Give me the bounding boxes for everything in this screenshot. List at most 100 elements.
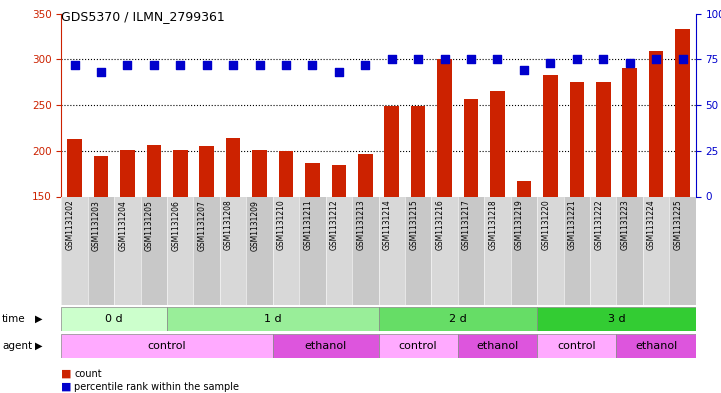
Bar: [114, 196, 141, 305]
Bar: [676, 29, 690, 196]
Bar: [247, 196, 273, 305]
Bar: [649, 51, 663, 196]
Bar: [405, 196, 431, 305]
Point: [174, 62, 186, 68]
Bar: [326, 196, 352, 305]
Bar: [94, 156, 108, 196]
Text: GSM1131203: GSM1131203: [92, 200, 101, 251]
Text: GSM1131204: GSM1131204: [118, 200, 128, 251]
Text: GSM1131212: GSM1131212: [330, 200, 339, 250]
Point: [677, 56, 689, 62]
Text: GSM1131211: GSM1131211: [304, 200, 312, 250]
Bar: [622, 68, 637, 196]
Point: [386, 56, 397, 62]
Bar: [485, 196, 510, 305]
Text: 3 d: 3 d: [608, 314, 625, 324]
Text: control: control: [399, 341, 438, 351]
Bar: [616, 334, 696, 358]
Bar: [273, 196, 299, 305]
Text: count: count: [74, 369, 102, 379]
Point: [650, 56, 662, 62]
Text: GSM1131221: GSM1131221: [568, 200, 577, 250]
Text: control: control: [148, 341, 186, 351]
Bar: [590, 196, 616, 305]
Bar: [167, 196, 193, 305]
Bar: [226, 138, 240, 196]
Text: percentile rank within the sample: percentile rank within the sample: [74, 382, 239, 392]
Text: GSM1131202: GSM1131202: [66, 200, 74, 250]
Bar: [61, 334, 273, 358]
Point: [624, 60, 635, 66]
Bar: [510, 196, 537, 305]
Bar: [279, 151, 293, 196]
Text: GSM1131215: GSM1131215: [410, 200, 418, 250]
Point: [122, 62, 133, 68]
Text: GDS5370 / ILMN_2799361: GDS5370 / ILMN_2799361: [61, 10, 225, 23]
Text: ■: ■: [61, 369, 72, 379]
Bar: [411, 106, 425, 196]
Text: GSM1131207: GSM1131207: [198, 200, 207, 251]
Text: GSM1131216: GSM1131216: [435, 200, 445, 250]
Bar: [352, 196, 379, 305]
Text: GSM1131223: GSM1131223: [621, 200, 629, 250]
Bar: [67, 139, 81, 196]
Bar: [564, 196, 590, 305]
Bar: [379, 196, 405, 305]
Bar: [379, 307, 537, 331]
Point: [333, 69, 345, 75]
Text: GSM1131222: GSM1131222: [594, 200, 603, 250]
Text: ethanol: ethanol: [304, 341, 347, 351]
Bar: [120, 150, 135, 196]
Bar: [431, 196, 458, 305]
Text: ▶: ▶: [35, 341, 42, 351]
Bar: [200, 146, 214, 196]
Point: [439, 56, 451, 62]
Text: ▶: ▶: [35, 314, 42, 324]
Bar: [252, 150, 267, 196]
Point: [412, 56, 424, 62]
Bar: [358, 154, 373, 196]
Bar: [543, 75, 557, 196]
Text: GSM1131225: GSM1131225: [673, 200, 683, 250]
Text: ethanol: ethanol: [635, 341, 677, 351]
Bar: [517, 181, 531, 196]
Point: [360, 62, 371, 68]
Text: GSM1131205: GSM1131205: [145, 200, 154, 251]
Bar: [570, 82, 584, 196]
Text: control: control: [557, 341, 596, 351]
Bar: [537, 196, 564, 305]
Bar: [220, 196, 247, 305]
Bar: [146, 145, 161, 196]
Point: [571, 56, 583, 62]
Point: [254, 62, 265, 68]
Point: [465, 56, 477, 62]
Bar: [537, 307, 696, 331]
Bar: [616, 196, 643, 305]
Bar: [299, 196, 326, 305]
Text: time: time: [2, 314, 26, 324]
Bar: [167, 307, 379, 331]
Bar: [379, 334, 458, 358]
Point: [492, 56, 503, 62]
Text: 0 d: 0 d: [105, 314, 123, 324]
Text: GSM1131208: GSM1131208: [224, 200, 233, 250]
Text: GSM1131214: GSM1131214: [383, 200, 392, 250]
Text: GSM1131224: GSM1131224: [647, 200, 656, 250]
Point: [306, 62, 318, 68]
Point: [148, 62, 159, 68]
Bar: [61, 196, 88, 305]
Bar: [490, 92, 505, 196]
Text: GSM1131220: GSM1131220: [541, 200, 550, 250]
Text: ethanol: ethanol: [477, 341, 518, 351]
Bar: [464, 99, 478, 196]
Bar: [458, 196, 485, 305]
Bar: [643, 196, 669, 305]
Text: ■: ■: [61, 382, 72, 392]
Text: GSM1131210: GSM1131210: [277, 200, 286, 250]
Text: GSM1131206: GSM1131206: [172, 200, 180, 251]
Point: [598, 56, 609, 62]
Bar: [458, 334, 537, 358]
Text: GSM1131217: GSM1131217: [462, 200, 471, 250]
Text: 2 d: 2 d: [449, 314, 466, 324]
Bar: [273, 334, 379, 358]
